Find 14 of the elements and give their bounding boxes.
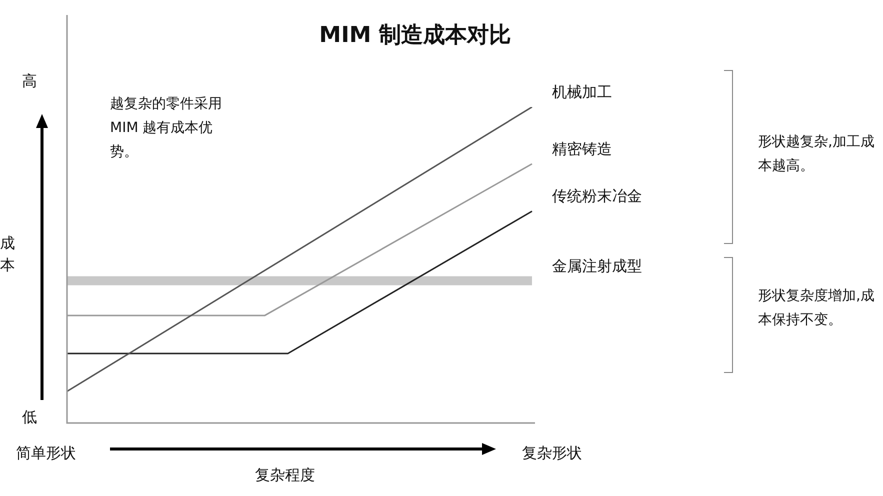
annotation: 越复杂的零件采用 MIM 越有成本优势。 — [110, 95, 223, 162]
text: 形状越复杂,加工成本越高。 — [758, 133, 876, 176]
series-label: 机械加工 — [552, 83, 612, 102]
series-label: 精密铸造 — [552, 140, 612, 159]
series-label: 金属注射成型 — [552, 256, 642, 276]
text: 简单形状 — [16, 444, 76, 463]
chart-title: MIM 制造成本对比 — [318, 22, 512, 50]
series-label: 传统粉末冶金 — [552, 187, 642, 206]
x-axis-title: 复杂程度 — [255, 466, 315, 485]
text: 复杂形状 — [522, 444, 582, 463]
y-axis-title: 成本 — [0, 233, 16, 276]
text: 高 — [22, 72, 37, 91]
text: 低 — [22, 408, 37, 427]
text: 形状复杂度增加,成本保持不变。 — [758, 287, 876, 330]
